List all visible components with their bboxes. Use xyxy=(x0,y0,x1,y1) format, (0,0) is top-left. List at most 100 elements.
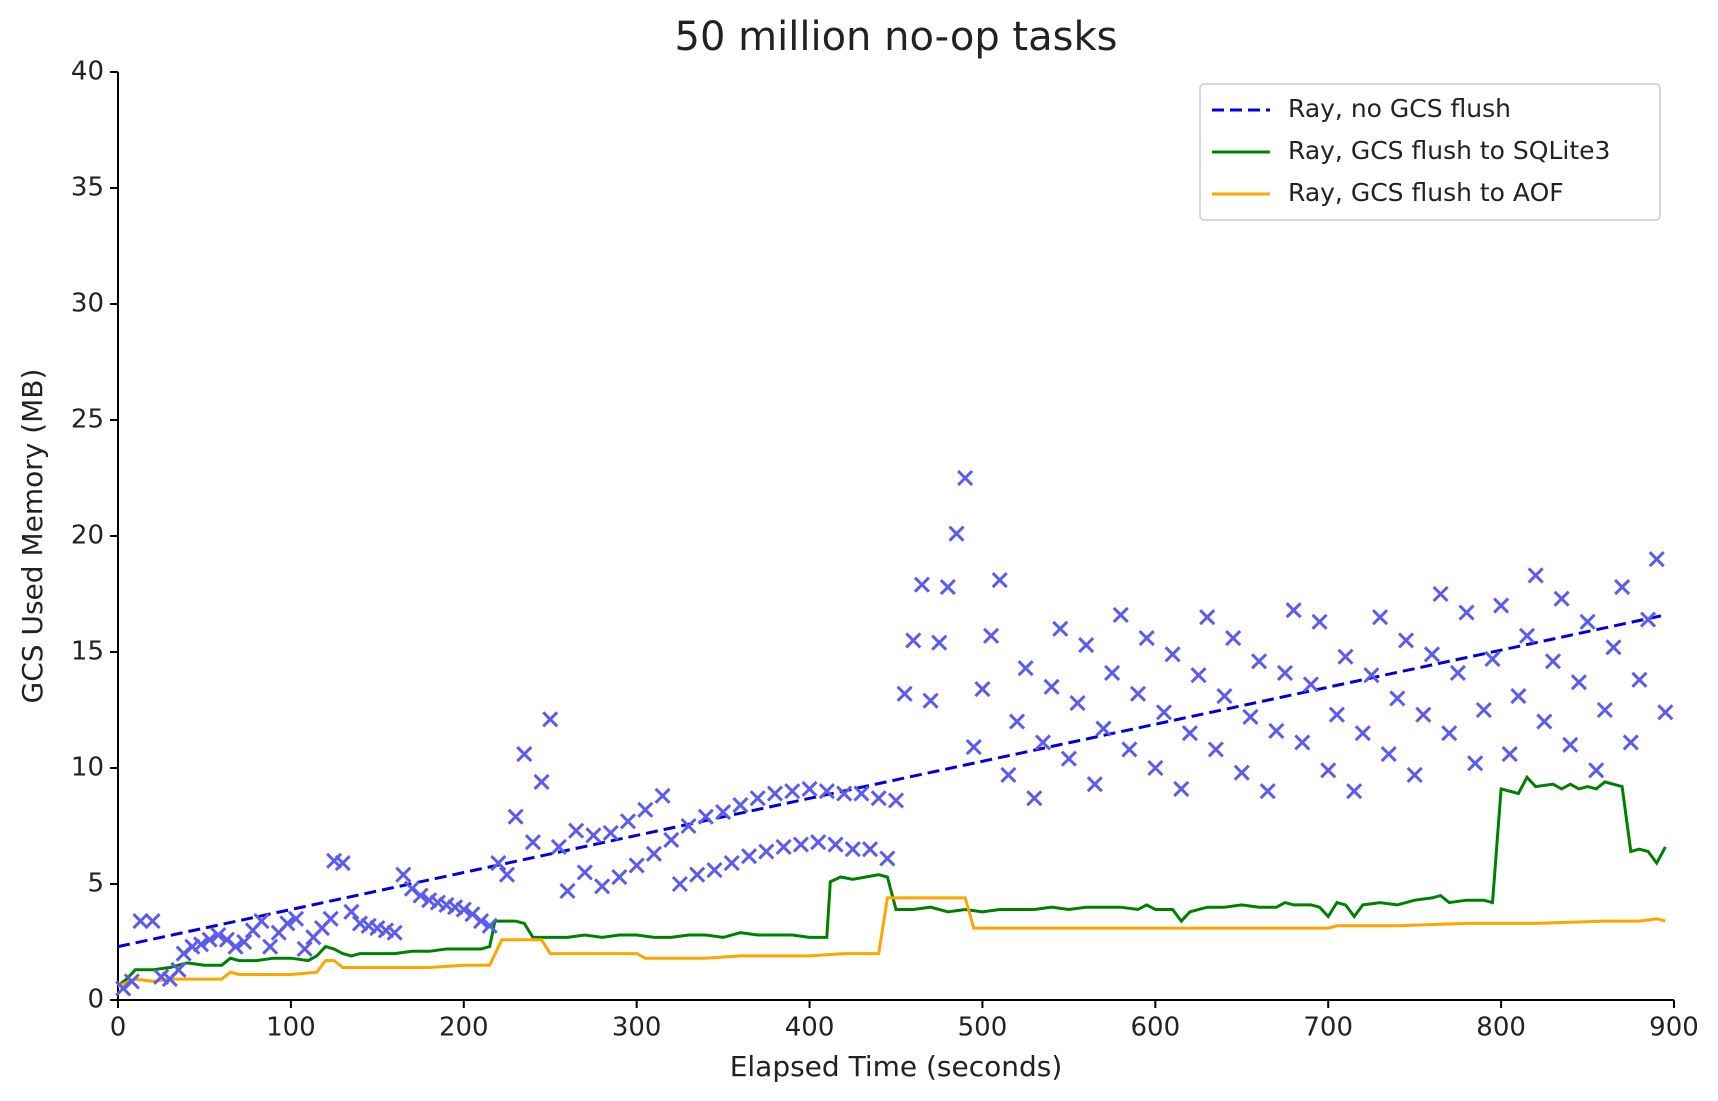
x-tick-label: 200 xyxy=(439,1013,489,1043)
scatter-marker xyxy=(1363,667,1380,684)
scatter-marker xyxy=(559,882,576,900)
scatter-marker xyxy=(1311,613,1328,630)
scatter-marker xyxy=(948,525,965,542)
scatter-marker xyxy=(1155,704,1173,721)
scatter-marker xyxy=(671,875,688,893)
scatter-marker xyxy=(201,931,218,948)
scatter-marker xyxy=(507,808,524,825)
scatter-marker xyxy=(1423,646,1441,663)
scatter-marker xyxy=(1380,746,1397,763)
scatter-marker xyxy=(836,785,853,802)
scatter-marker xyxy=(1000,766,1017,784)
scatter-marker xyxy=(991,572,1008,589)
y-tick-label: 15 xyxy=(71,637,104,667)
scatter-marker xyxy=(1173,780,1190,797)
scatter-marker xyxy=(1121,741,1138,758)
scatter-marker xyxy=(844,841,861,858)
scatter-marker xyxy=(386,924,403,941)
y-tick-label: 10 xyxy=(71,753,104,783)
x-tick-label: 800 xyxy=(1476,1013,1526,1043)
scatter-marker xyxy=(810,834,827,851)
scatter-marker xyxy=(1060,750,1077,767)
scatter-marker xyxy=(1320,762,1337,779)
scatter-marker xyxy=(1458,604,1475,621)
legend-label: Ray, no GCS flush xyxy=(1288,94,1511,123)
scatter-marker xyxy=(697,808,714,825)
scatter-marker xyxy=(123,973,140,990)
scatter-marker xyxy=(1104,664,1121,681)
scatter-marker xyxy=(775,838,792,855)
scatter-marker xyxy=(913,576,930,593)
scatter-marker xyxy=(922,692,939,709)
scatter-marker xyxy=(542,711,559,728)
scatter-marker xyxy=(965,739,982,756)
x-tick-label: 600 xyxy=(1131,1013,1181,1043)
series-line xyxy=(117,896,1666,988)
scatter-marker xyxy=(766,785,784,802)
scatter-marker xyxy=(576,864,593,881)
scatter-marker xyxy=(343,903,360,920)
scatter-marker xyxy=(1078,636,1095,654)
scatter-marker xyxy=(1328,706,1345,723)
scatter-marker xyxy=(723,855,740,872)
scatter-marker xyxy=(1579,613,1596,630)
scatter-marker xyxy=(144,913,161,930)
scatter-marker xyxy=(279,915,296,932)
scatter-marker xyxy=(1181,725,1198,742)
scatter-marker xyxy=(784,783,801,800)
scatter-marker xyxy=(1544,653,1562,670)
scatter-marker xyxy=(1570,674,1587,691)
scatter-marker xyxy=(1294,734,1311,751)
scatter-marker xyxy=(585,827,602,844)
scatter-marker xyxy=(490,855,507,872)
scatter-marker xyxy=(1233,764,1250,781)
scatter-marker xyxy=(602,824,619,842)
scatter-marker xyxy=(1147,759,1164,777)
scatter-marker xyxy=(1337,648,1354,665)
x-tick-label: 0 xyxy=(110,1013,127,1043)
legend-label: Ray, GCS flush to SQLite3 xyxy=(1288,136,1610,165)
scatter-marker xyxy=(1475,701,1492,719)
scatter-marker xyxy=(1614,578,1631,596)
scatter-marker xyxy=(1164,646,1181,663)
scatter-marker xyxy=(1562,736,1579,753)
scatter-marker xyxy=(887,792,905,809)
scatter-marker xyxy=(1484,650,1501,668)
y-tick-label: 5 xyxy=(87,869,104,899)
scatter-marker xyxy=(1631,671,1648,688)
scatter-marker xyxy=(740,848,758,865)
scatter-marker xyxy=(1138,630,1155,647)
scatter-marker xyxy=(296,940,313,958)
y-tick-label: 30 xyxy=(71,289,104,319)
scatter-marker xyxy=(931,634,948,651)
scatter-marker xyxy=(288,910,305,927)
scatter-marker xyxy=(715,804,732,821)
scatter-marker xyxy=(628,857,645,874)
scatter-marker xyxy=(262,938,279,955)
x-tick-label: 900 xyxy=(1649,1013,1699,1043)
scatter-marker xyxy=(498,866,516,883)
scatter-marker xyxy=(1026,790,1043,807)
y-tick-label: 40 xyxy=(71,57,104,87)
scatter-marker xyxy=(236,933,253,951)
scatter-marker xyxy=(516,746,533,763)
scatter-marker xyxy=(170,961,187,978)
scatter-marker xyxy=(550,838,567,855)
scatter-marker xyxy=(1129,685,1147,702)
scatter-marker xyxy=(870,790,887,807)
scatter-marker xyxy=(1207,741,1224,758)
legend-box xyxy=(1199,83,1661,221)
scatter-marker xyxy=(253,913,270,930)
scatter-marker xyxy=(792,836,809,853)
scatter-marker xyxy=(395,866,412,883)
scatter-marker xyxy=(896,685,913,702)
scatter-marker xyxy=(654,787,671,804)
scatter-marker xyxy=(1467,755,1484,772)
scatter-marker xyxy=(1069,694,1086,712)
scatter-marker xyxy=(1510,688,1527,705)
scatter-marker xyxy=(1588,762,1605,779)
scatter-marker xyxy=(1302,676,1319,693)
scatter-marker xyxy=(227,938,244,955)
scatter-marker xyxy=(619,813,637,830)
